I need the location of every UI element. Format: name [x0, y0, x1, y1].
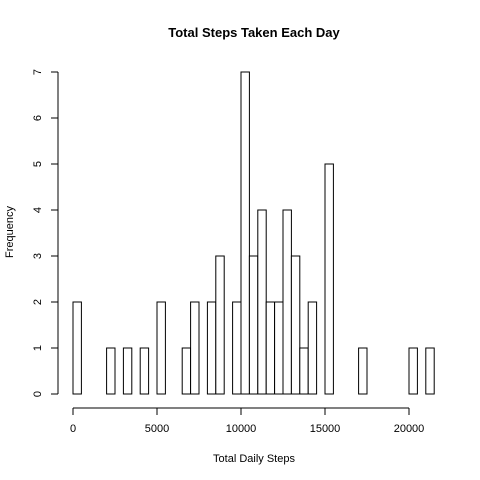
x-tick-label: 10000: [226, 423, 257, 435]
y-tick-label: 1: [32, 345, 44, 351]
y-tick-label: 2: [32, 299, 44, 305]
histogram-bar: [257, 209, 267, 395]
histogram-bar: [190, 301, 200, 395]
y-tick-label: 4: [32, 207, 44, 213]
x-tick-label: 0: [70, 423, 76, 435]
x-tick-label: 15000: [310, 423, 341, 435]
bars-group: [72, 71, 435, 395]
y-axis-ticks: 0 1 2 3 4 5 6 7: [32, 69, 58, 397]
y-tick-label: 5: [32, 161, 44, 167]
histogram-bar: [307, 301, 318, 395]
histogram-bar: [282, 209, 292, 395]
histogram-bar: [106, 347, 116, 395]
y-tick-label: 3: [32, 253, 44, 259]
histogram-bar: [72, 301, 82, 395]
histogram-bar: [215, 255, 225, 395]
histogram-bar: [290, 255, 301, 395]
histogram-bar: [425, 347, 435, 395]
histogram-bar: [122, 347, 133, 395]
x-tick-label: 20000: [394, 423, 425, 435]
histogram-bar: [206, 301, 217, 395]
histogram-bar: [324, 163, 334, 395]
x-axis-label: Total Daily Steps: [213, 453, 295, 465]
histogram-bar: [265, 301, 276, 395]
y-tick-label: 7: [32, 69, 44, 75]
y-tick-label: 6: [32, 115, 44, 121]
y-tick-label: 0: [32, 391, 44, 397]
x-axis-ticks: 0 5000 10000 15000 20000: [70, 408, 424, 435]
histogram-bar: [299, 347, 309, 395]
chart-title: Total Steps Taken Each Day: [168, 25, 340, 40]
histogram-bar: [274, 301, 284, 395]
x-tick-label: 5000: [145, 423, 169, 435]
histogram-bar: [181, 347, 192, 395]
y-axis-label: Frequency: [4, 206, 16, 258]
histogram-bar: [408, 347, 418, 395]
histogram-bar: [240, 71, 250, 395]
histogram-bar: [139, 347, 150, 395]
histogram-bar: [232, 301, 242, 395]
histogram-bar: [248, 255, 259, 395]
histogram-bar: [358, 347, 368, 395]
histogram-bar: [156, 301, 166, 395]
